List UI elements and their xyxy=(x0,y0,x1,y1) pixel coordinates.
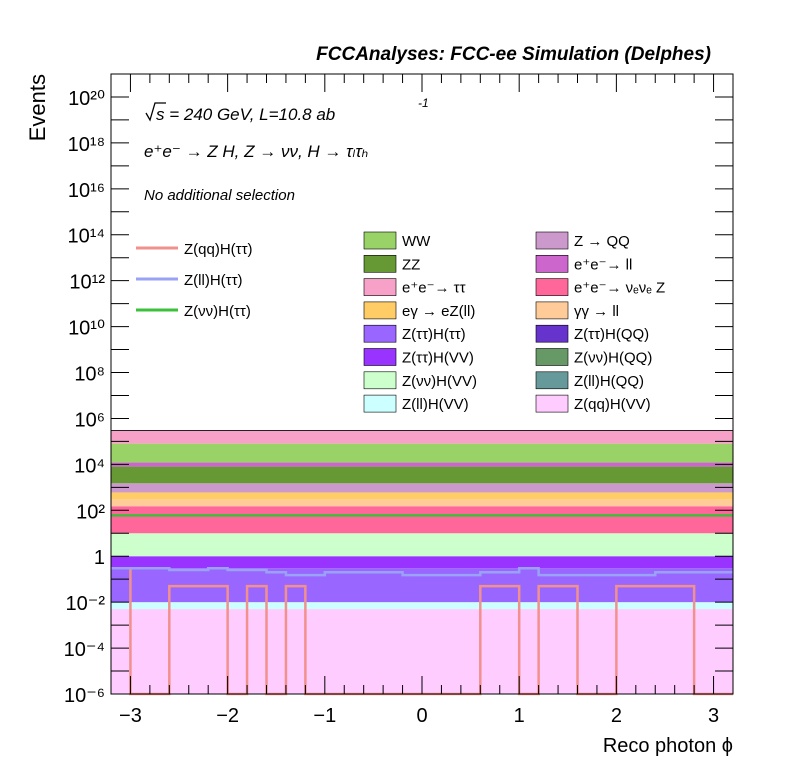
x-tick-label: 1 xyxy=(514,705,525,727)
stacked-histogram-bands xyxy=(111,429,733,694)
y-tick-label: 10²⁰ xyxy=(68,88,105,110)
band-e-ez-ll xyxy=(111,492,733,500)
legend-label: e⁺e⁻→ ll xyxy=(574,256,632,273)
band-e-e-z xyxy=(111,506,733,534)
legend-label: eγ → eZ(ll) xyxy=(402,303,475,320)
annotation-selection: No additional selection xyxy=(144,187,295,204)
legend-label: WW xyxy=(402,233,431,250)
legend-swatch-z-qq xyxy=(535,231,569,250)
legend-label: ZZ xyxy=(402,256,420,273)
band-ww xyxy=(111,443,733,463)
y-tick-label: 10⁴ xyxy=(74,455,105,477)
legend-label: Z(νν)H(ττ) xyxy=(184,303,251,320)
legend-swatch-z-h-vv xyxy=(363,371,397,390)
band-e-e-ll xyxy=(111,462,733,467)
legend-swatch-zz xyxy=(363,255,397,273)
legend-swatch-z-ll-h-qq xyxy=(535,371,569,390)
band-z-ll-h-vv xyxy=(111,602,733,610)
legend: Z(qq)H(ττ) Z(ll)H(ττ) Z(νν)H(ττ) WW ZZ e⁺e⁻→ … xyxy=(136,231,665,413)
legend-swatch-ll xyxy=(535,301,569,320)
x-tick-label: −1 xyxy=(313,705,336,727)
band-ll xyxy=(111,499,733,507)
x-tick-label: −3 xyxy=(119,705,142,727)
y-tick-label: 10¹⁸ xyxy=(68,134,105,156)
legend-label: Z(qq)H(VV) xyxy=(574,396,651,413)
x-tick-label: 3 xyxy=(708,705,719,727)
legend-swatch-z-h-qq xyxy=(535,348,569,366)
legend-label: γγ → ll xyxy=(574,303,619,320)
legend-label: e⁺e⁻→ νₑνₑ Z xyxy=(574,280,665,297)
legend-label: Z → QQ xyxy=(574,233,630,250)
y-tick-label: 10¹⁴ xyxy=(68,226,106,248)
y-axis-label: Events xyxy=(25,74,50,141)
band-e-e xyxy=(111,430,733,444)
legend-label: Z(qq)H(ττ) xyxy=(184,241,253,258)
legend-label: Z(ττ)H(ττ) xyxy=(402,326,466,343)
series-z-ll-h xyxy=(111,566,733,577)
legend-label: Z(ττ)H(QQ) xyxy=(574,326,649,343)
legend-label: Z(νν)H(VV) xyxy=(402,373,477,390)
y-tick-label: 10⁸ xyxy=(74,364,105,386)
legend-swatch-e-e-z xyxy=(535,278,569,296)
annotation-process: e⁺e⁻ → Z H, Z → νν, H → τₗτₕ xyxy=(144,142,368,161)
legend-label: Z(ll)H(QQ) xyxy=(574,373,644,390)
legend-label: Z(νν)H(QQ) xyxy=(574,350,652,367)
x-tick-label: 0 xyxy=(416,705,427,727)
x-tick-label: −2 xyxy=(216,705,239,727)
band-z-h-vv xyxy=(111,556,733,569)
legend-label: Z(ll)H(ττ) xyxy=(184,272,243,289)
figure-header: FCCAnalyses: FCC-ee Simulation (Delphes) xyxy=(316,44,711,65)
x-tick-label: 2 xyxy=(611,705,622,727)
legend-label: Z(ττ)H(VV) xyxy=(402,350,474,367)
legend-label: e⁺e⁻→ ττ xyxy=(402,280,466,297)
legend-swatch-z-h-qq xyxy=(535,324,569,343)
legend-swatch-e-e xyxy=(363,278,397,296)
y-tick-label: 10¹⁶ xyxy=(68,180,105,202)
y-tick-label: 10⁻⁴ xyxy=(64,639,105,661)
y-tick-label: 10¹² xyxy=(69,272,105,294)
legend-swatch-e-e-ll xyxy=(535,255,569,273)
band-zz xyxy=(111,466,733,484)
y-tick-label: 1 xyxy=(94,547,105,569)
y-tick-label: 10⁻² xyxy=(66,593,106,615)
y-tick-label: 10² xyxy=(76,501,105,523)
annotation-energy-lumi: s = 240 GeV, L=10.8 ab xyxy=(156,105,335,124)
legend-swatch-z-qq-h-vv xyxy=(535,394,569,413)
y-tick-label: 10⁶ xyxy=(75,409,105,431)
y-tick-label: 10⁻⁶ xyxy=(64,685,105,707)
y-tick-label: 10¹⁰ xyxy=(68,318,105,340)
annotation-sqrt-s: s = 240 GeV, L=10.8 ab -1 xyxy=(145,96,429,124)
band-z-h-vv xyxy=(111,533,733,557)
band-z-qq xyxy=(111,483,733,493)
legend-label: Z(ll)H(VV) xyxy=(402,396,469,413)
axes: −3 −2 −1 0 1 2 3 10⁻⁶ 10⁻⁴ 10⁻² 1 10² 10⁴ 10⁶ 10⁸ 10¹⁰ 1… xyxy=(64,73,734,727)
legend-swatch-ww xyxy=(363,231,397,250)
legend-swatch-z-h-vv xyxy=(363,348,397,366)
x-axis-label: Reco photon ϕ xyxy=(603,735,733,757)
legend-swatch-e-ez-ll xyxy=(363,301,397,320)
legend-swatch-z-ll-h-vv xyxy=(363,394,397,413)
annotation-lumi-exponent: -1 xyxy=(418,96,429,110)
legend-swatch-z-h xyxy=(363,324,397,343)
